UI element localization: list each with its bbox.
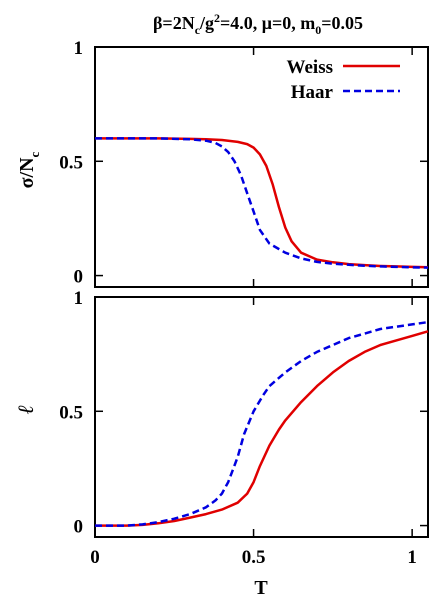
x-tick-label: 0.5 <box>242 547 266 568</box>
bottom-ticks: 0 0.5 1 0 0.5 1 <box>59 288 428 568</box>
top-y-tick-label: 0 <box>74 267 84 288</box>
top-y-ticks: 00.51 <box>59 38 428 288</box>
bottom-series-weiss <box>95 330 429 527</box>
top-series-weiss <box>95 137 429 269</box>
bottom-y-tick-label: 1 <box>74 288 84 309</box>
top-plot-frame <box>94 46 429 288</box>
chart-title: β=2Nc/g2=4.0, μ=0, m0=0.05 <box>153 11 363 37</box>
legend-label-haar: Haar <box>291 82 334 103</box>
bottom-plot-frame <box>94 296 429 538</box>
bottom-y-tick-label: 0.5 <box>59 402 83 423</box>
x-tick-label: 1 <box>407 547 417 568</box>
top-series-lines <box>95 137 429 269</box>
top-panel: 00.51 σ/Nc Weiss Haar <box>16 38 429 288</box>
top-y-tick-label: 1 <box>74 38 84 59</box>
x-tick-label: 0 <box>90 547 100 568</box>
bottom-series-haar <box>95 320 429 527</box>
legend-label-weiss: Weiss <box>287 57 333 78</box>
bottom-y-tick-label: 0 <box>74 517 84 538</box>
legend: Weiss Haar <box>287 57 400 103</box>
top-y-label: σ/Nc <box>16 151 42 188</box>
top-series-haar <box>95 137 429 269</box>
top-y-tick-label: 0.5 <box>59 152 83 173</box>
bottom-panel: 0 0.5 1 0 0.5 1 ℓ T <box>13 288 429 599</box>
bottom-y-label: ℓ <box>13 405 38 415</box>
bottom-series-lines <box>95 320 429 527</box>
x-axis-label: T <box>254 577 268 599</box>
